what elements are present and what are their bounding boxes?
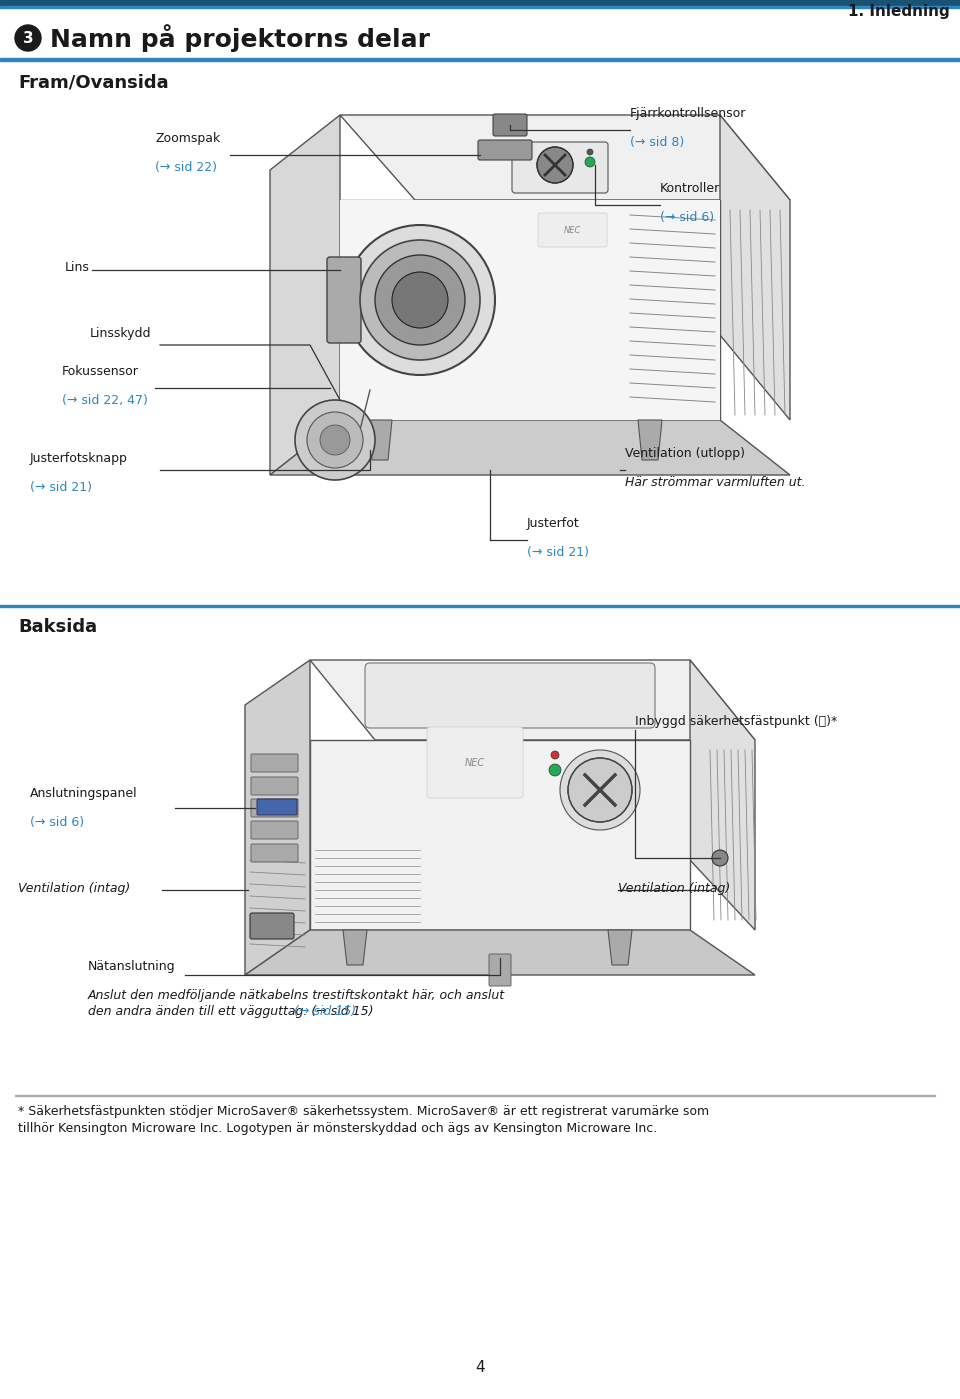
Text: (→ sid 22): (→ sid 22) [155, 161, 217, 173]
Circle shape [392, 271, 448, 327]
Circle shape [360, 241, 480, 360]
Circle shape [307, 411, 363, 469]
Polygon shape [270, 115, 340, 476]
FancyBboxPatch shape [327, 257, 361, 343]
Text: Anslut den medföljande nätkabelns trestiftskontakt här, och anslut: Anslut den medföljande nätkabelns tresti… [88, 989, 505, 1002]
Text: 3: 3 [23, 31, 34, 46]
Circle shape [320, 425, 350, 455]
Polygon shape [340, 200, 720, 420]
Text: Namn på projektorns delar: Namn på projektorns delar [50, 24, 430, 52]
Polygon shape [340, 115, 790, 200]
Text: 4: 4 [475, 1360, 485, 1375]
Text: Inbyggd säkerhetsfästpunkt (🔒)*: Inbyggd säkerhetsfästpunkt (🔒)* [635, 715, 837, 727]
Circle shape [15, 25, 41, 50]
Polygon shape [638, 420, 662, 460]
Circle shape [549, 764, 561, 776]
Bar [0, 6, 960, 8]
Polygon shape [310, 660, 755, 740]
FancyBboxPatch shape [427, 727, 523, 797]
Circle shape [712, 851, 728, 866]
Circle shape [375, 255, 465, 346]
Text: (→ sid 22, 47): (→ sid 22, 47) [62, 395, 148, 407]
Bar [0, 0, 960, 6]
FancyBboxPatch shape [251, 754, 298, 772]
Text: Zoomspak: Zoomspak [155, 132, 220, 145]
FancyBboxPatch shape [251, 776, 298, 795]
Text: Kontroller: Kontroller [660, 182, 720, 194]
FancyBboxPatch shape [250, 914, 294, 939]
Text: Baksida: Baksida [18, 618, 97, 637]
Polygon shape [245, 930, 755, 975]
FancyBboxPatch shape [257, 799, 297, 816]
Circle shape [345, 225, 495, 375]
Text: Här strömmar varmluften ut.: Här strömmar varmluften ut. [625, 476, 805, 490]
Bar [0, 604, 960, 607]
FancyBboxPatch shape [538, 213, 607, 248]
Text: (→ sid 21): (→ sid 21) [30, 481, 92, 494]
Polygon shape [310, 740, 690, 930]
Text: Justerfot: Justerfot [527, 518, 580, 530]
Text: NEC: NEC [564, 225, 581, 235]
Text: * Säkerhetsfästpunkten stödjer MicroSaver® säkerhetssystem. MicroSaver® är ett r: * Säkerhetsfästpunkten stödjer MicroSave… [18, 1105, 709, 1118]
FancyBboxPatch shape [489, 954, 511, 986]
FancyBboxPatch shape [478, 140, 532, 159]
FancyBboxPatch shape [512, 143, 608, 193]
Text: 1. Inledning: 1. Inledning [849, 4, 950, 20]
Text: (→ sid 6): (→ sid 6) [660, 211, 714, 224]
Circle shape [587, 150, 593, 155]
FancyBboxPatch shape [251, 821, 298, 839]
FancyBboxPatch shape [251, 844, 298, 862]
Circle shape [560, 750, 640, 830]
Text: Fram/Ovansida: Fram/Ovansida [18, 73, 169, 91]
Text: Ventilation (intag): Ventilation (intag) [18, 881, 131, 894]
FancyBboxPatch shape [493, 113, 527, 136]
Polygon shape [368, 420, 392, 460]
Text: Anslutningspanel: Anslutningspanel [30, 788, 137, 800]
Polygon shape [690, 660, 755, 930]
FancyBboxPatch shape [365, 663, 655, 727]
Text: Ventilation (intag): Ventilation (intag) [618, 881, 731, 894]
Polygon shape [245, 660, 310, 975]
Polygon shape [270, 420, 790, 476]
Circle shape [551, 751, 559, 760]
FancyBboxPatch shape [251, 799, 298, 817]
Text: den andra änden till ett vägguttag. (→ sid 15): den andra änden till ett vägguttag. (→ s… [88, 1004, 373, 1018]
Polygon shape [720, 115, 790, 420]
Text: Fokussensor: Fokussensor [62, 365, 139, 378]
Circle shape [585, 157, 595, 166]
Text: Nätanslutning: Nätanslutning [88, 960, 176, 972]
Text: (→ sid 6): (→ sid 6) [30, 816, 84, 830]
Text: (→ sid 15): (→ sid 15) [294, 1004, 356, 1018]
Text: Justerfotsknapp: Justerfotsknapp [30, 452, 128, 464]
Text: Ventilation (utlopp): Ventilation (utlopp) [625, 448, 745, 460]
Text: (→ sid 21): (→ sid 21) [527, 546, 589, 560]
Text: (→ sid 8): (→ sid 8) [630, 136, 684, 150]
Text: Linsskydd: Linsskydd [90, 327, 152, 340]
Text: Fjärrkontrollsensor: Fjärrkontrollsensor [630, 106, 746, 120]
Circle shape [295, 400, 375, 480]
Text: NEC: NEC [465, 758, 485, 768]
Polygon shape [608, 930, 632, 965]
Bar [0, 57, 960, 62]
Polygon shape [343, 930, 367, 965]
Circle shape [568, 758, 632, 823]
Circle shape [537, 147, 573, 183]
FancyBboxPatch shape [340, 200, 720, 420]
Text: tillhör Kensington Microware Inc. Logotypen är mönsterskyddad och ägs av Kensing: tillhör Kensington Microware Inc. Logoty… [18, 1122, 658, 1135]
Text: Lins: Lins [65, 260, 90, 273]
